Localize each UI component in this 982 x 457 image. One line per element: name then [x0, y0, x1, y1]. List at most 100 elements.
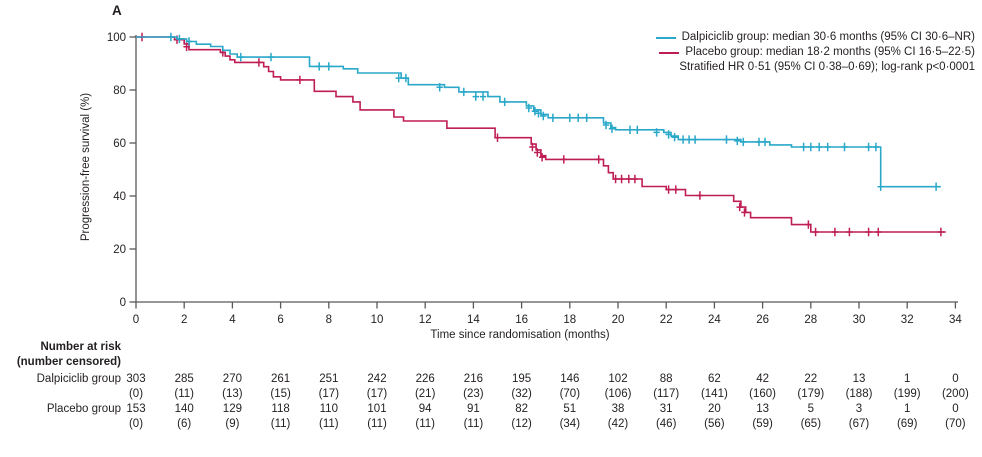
risk-cell: 226	[415, 373, 435, 385]
risk-cell: (70)	[559, 388, 581, 400]
legend-dalpiciclib-label: Dalpiciclib group: median 30·6 months (9…	[681, 31, 975, 43]
risk-cell: (17)	[318, 388, 340, 400]
svg-text:34: 34	[949, 314, 962, 326]
svg-text:14: 14	[467, 314, 480, 326]
risk-cell: (9)	[225, 418, 240, 430]
km-curve-placebo	[136, 32, 946, 237]
svg-text:8: 8	[326, 314, 332, 326]
risk-cell: (12)	[511, 418, 532, 430]
risk-cell: (23)	[463, 388, 484, 400]
risk-cell: (70)	[945, 418, 966, 430]
risk-cell: (67)	[848, 418, 870, 430]
risk-cell: (15)	[270, 388, 291, 400]
y-axis-label: Progression-free survival (%)	[80, 92, 92, 242]
svg-text:28: 28	[804, 314, 817, 326]
y-axis-ticks: 0 20 40 60 80 100	[107, 32, 136, 309]
km-curve-dalpiciclib	[136, 32, 941, 191]
risk-cell: 140	[174, 403, 194, 415]
placebo-line-swatch-icon	[659, 51, 680, 54]
svg-text:32: 32	[901, 314, 914, 326]
risk-cell: 0	[952, 403, 959, 415]
svg-text:30: 30	[853, 314, 866, 326]
risk-table-header-line2: (number censored)	[16, 356, 121, 368]
svg-text:6: 6	[277, 314, 283, 326]
risk-cell: (34)	[559, 418, 581, 430]
svg-text:24: 24	[708, 314, 721, 326]
risk-cell: (46)	[655, 418, 677, 430]
risk-cell: (141)	[700, 388, 728, 400]
risk-cell: 3	[855, 403, 863, 415]
risk-cell: (0)	[128, 418, 144, 430]
risk-cell: (6)	[177, 418, 192, 430]
risk-cell: (17)	[366, 388, 388, 400]
risk-cell: (59)	[752, 418, 773, 430]
risk-cell: 110	[319, 403, 338, 415]
risk-cell: (65)	[800, 418, 822, 430]
risk-cell: 102	[608, 373, 628, 385]
svg-text:10: 10	[371, 314, 384, 326]
legend: Dalpiciclib group: median 30·6 months (9…	[655, 30, 975, 75]
risk-cell: (56)	[704, 418, 725, 430]
risk-cell: 88	[659, 373, 673, 385]
svg-text:16: 16	[515, 314, 528, 326]
risk-cell: 285	[174, 373, 194, 385]
risk-cell: 0	[952, 373, 959, 385]
legend-placebo-label: Placebo group: median 18·2 months (95% C…	[685, 46, 975, 58]
risk-cell: 22	[804, 373, 818, 385]
risk-table-group-placebo: Placebo group	[46, 403, 121, 415]
risk-cell: 303	[126, 373, 146, 385]
risk-cell: 118	[271, 403, 290, 415]
x-axis-ticks: 0 2 4 6 8 10 12 14 16 18 20 22 24 26 28 30 32 34	[133, 302, 962, 326]
risk-cell: 62	[707, 373, 721, 385]
dalpiciclib-line-swatch-icon	[655, 36, 676, 39]
risk-cell: (0)	[128, 388, 144, 400]
svg-text:20: 20	[612, 314, 625, 326]
risk-cell: (11)	[415, 418, 435, 430]
risk-table-header-line1: Number at risk	[40, 341, 121, 353]
svg-text:12: 12	[419, 314, 432, 326]
svg-text:100: 100	[107, 32, 126, 44]
svg-text:4: 4	[229, 314, 236, 326]
risk-cell: 129	[222, 403, 242, 415]
risk-cell: (179)	[797, 388, 825, 400]
risk-cell: 101	[367, 403, 387, 415]
svg-text:80: 80	[113, 85, 126, 97]
legend-hr-label: Stratified HR 0·51 (95% CI 0·38–0·69); l…	[679, 61, 975, 73]
risk-cell: (188)	[845, 388, 873, 400]
placebo-survival-line	[136, 36, 946, 233]
dalpiciclib-censor-marks	[167, 32, 940, 191]
panel-label: A	[112, 3, 122, 18]
risk-cell: 195	[512, 373, 532, 385]
svg-text:40: 40	[113, 191, 126, 203]
risk-cell: 216	[463, 373, 483, 385]
risk-cell: (11)	[270, 418, 291, 430]
risk-cell: 242	[367, 373, 387, 385]
risk-cell: (11)	[463, 418, 484, 430]
risk-cell: 91	[466, 403, 480, 415]
risk-cell: (199)	[893, 388, 921, 400]
risk-cell: 1	[903, 373, 911, 385]
risk-cell: (160)	[749, 388, 777, 400]
dalpiciclib-survival-line	[136, 36, 941, 188]
svg-text:20: 20	[113, 244, 126, 256]
risk-cell: (11)	[174, 388, 194, 400]
svg-text:22: 22	[660, 314, 673, 326]
risk-cell: 94	[418, 403, 432, 415]
legend-row-hr: Stratified HR 0·51 (95% CI 0·38–0·69); l…	[656, 60, 975, 75]
svg-text:2: 2	[181, 314, 187, 326]
risk-cell: 31	[659, 403, 673, 415]
risk-cell: 42	[756, 373, 769, 385]
svg-text:0: 0	[133, 314, 139, 326]
risk-cell: 153	[126, 403, 146, 415]
risk-cell: 20	[707, 403, 721, 415]
risk-cell: 146	[560, 373, 580, 385]
risk-cell: (13)	[222, 388, 243, 400]
risk-cell: 270	[222, 373, 242, 385]
risk-cell: (200)	[941, 388, 969, 400]
risk-table-group-dalpiciclib: Dalpiciclib group	[36, 373, 121, 385]
risk-cell: 38	[611, 403, 625, 415]
legend-row-dalpiciclib: Dalpiciclib group: median 30·6 months (9…	[655, 30, 975, 45]
risk-cell: (42)	[607, 418, 629, 430]
